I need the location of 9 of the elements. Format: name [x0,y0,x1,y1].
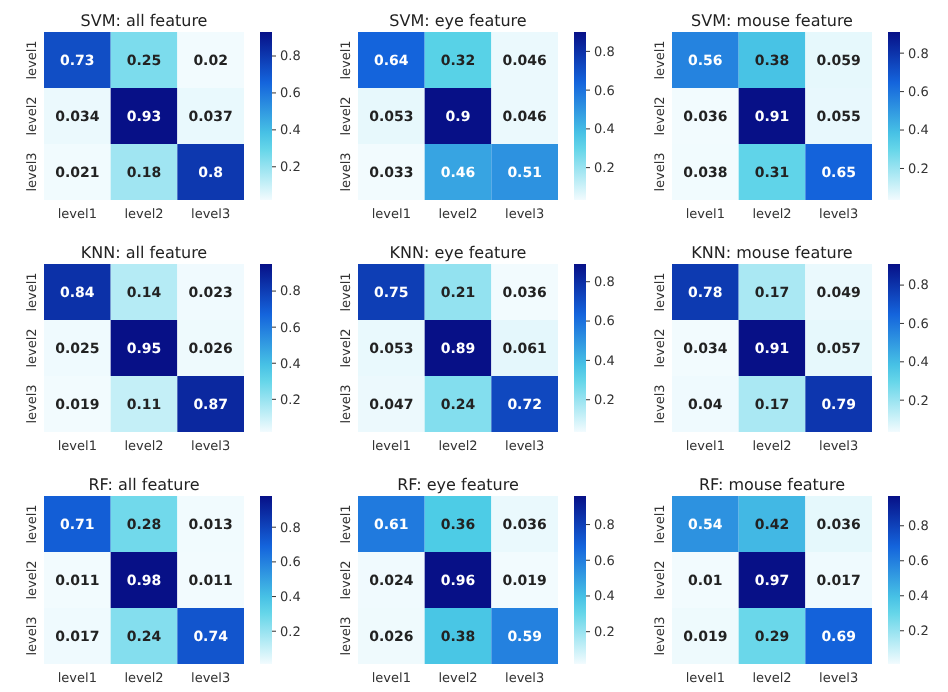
chart-title: RF: mouse feature [698,476,846,494]
chart-title: SVM: mouse feature [691,12,854,30]
chart-title: RF: all feature [88,476,200,494]
chart-title: SVM: eye feature [389,12,527,30]
chart-title: KNN: eye feature [389,244,527,262]
chart-title: KNN: all feature [80,244,208,262]
chart-title: KNN: mouse feature [691,244,853,262]
chart-title: RF: eye feature [397,476,519,494]
chart-title: SVM: all feature [80,12,208,30]
